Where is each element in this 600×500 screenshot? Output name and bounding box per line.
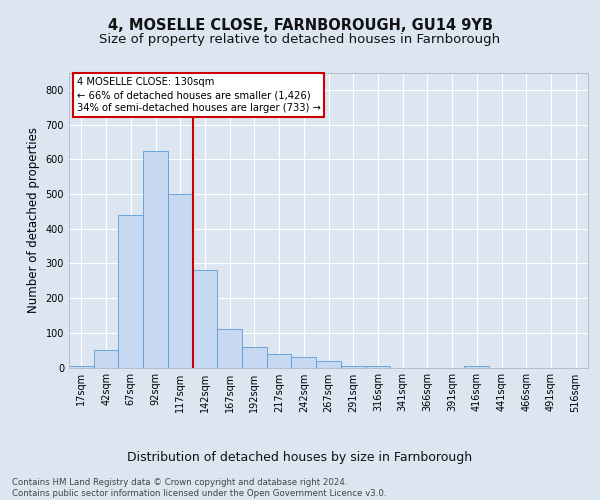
Bar xyxy=(94,350,118,368)
Bar xyxy=(143,150,168,368)
Bar xyxy=(316,360,341,368)
Bar xyxy=(267,354,292,368)
Bar xyxy=(464,366,489,368)
Bar xyxy=(69,366,94,368)
Y-axis label: Number of detached properties: Number of detached properties xyxy=(27,127,40,313)
Bar xyxy=(292,357,316,368)
Bar xyxy=(168,194,193,368)
Bar xyxy=(341,366,365,368)
Bar xyxy=(118,215,143,368)
Bar xyxy=(217,330,242,368)
Text: 4 MOSELLE CLOSE: 130sqm
← 66% of detached houses are smaller (1,426)
34% of semi: 4 MOSELLE CLOSE: 130sqm ← 66% of detache… xyxy=(77,77,320,114)
Bar xyxy=(242,346,267,368)
Text: Distribution of detached houses by size in Farnborough: Distribution of detached houses by size … xyxy=(127,451,473,464)
Bar xyxy=(365,366,390,368)
Text: 4, MOSELLE CLOSE, FARNBOROUGH, GU14 9YB: 4, MOSELLE CLOSE, FARNBOROUGH, GU14 9YB xyxy=(107,18,493,32)
Text: Size of property relative to detached houses in Farnborough: Size of property relative to detached ho… xyxy=(100,32,500,46)
Text: Contains HM Land Registry data © Crown copyright and database right 2024.
Contai: Contains HM Land Registry data © Crown c… xyxy=(12,478,386,498)
Bar xyxy=(193,270,217,368)
